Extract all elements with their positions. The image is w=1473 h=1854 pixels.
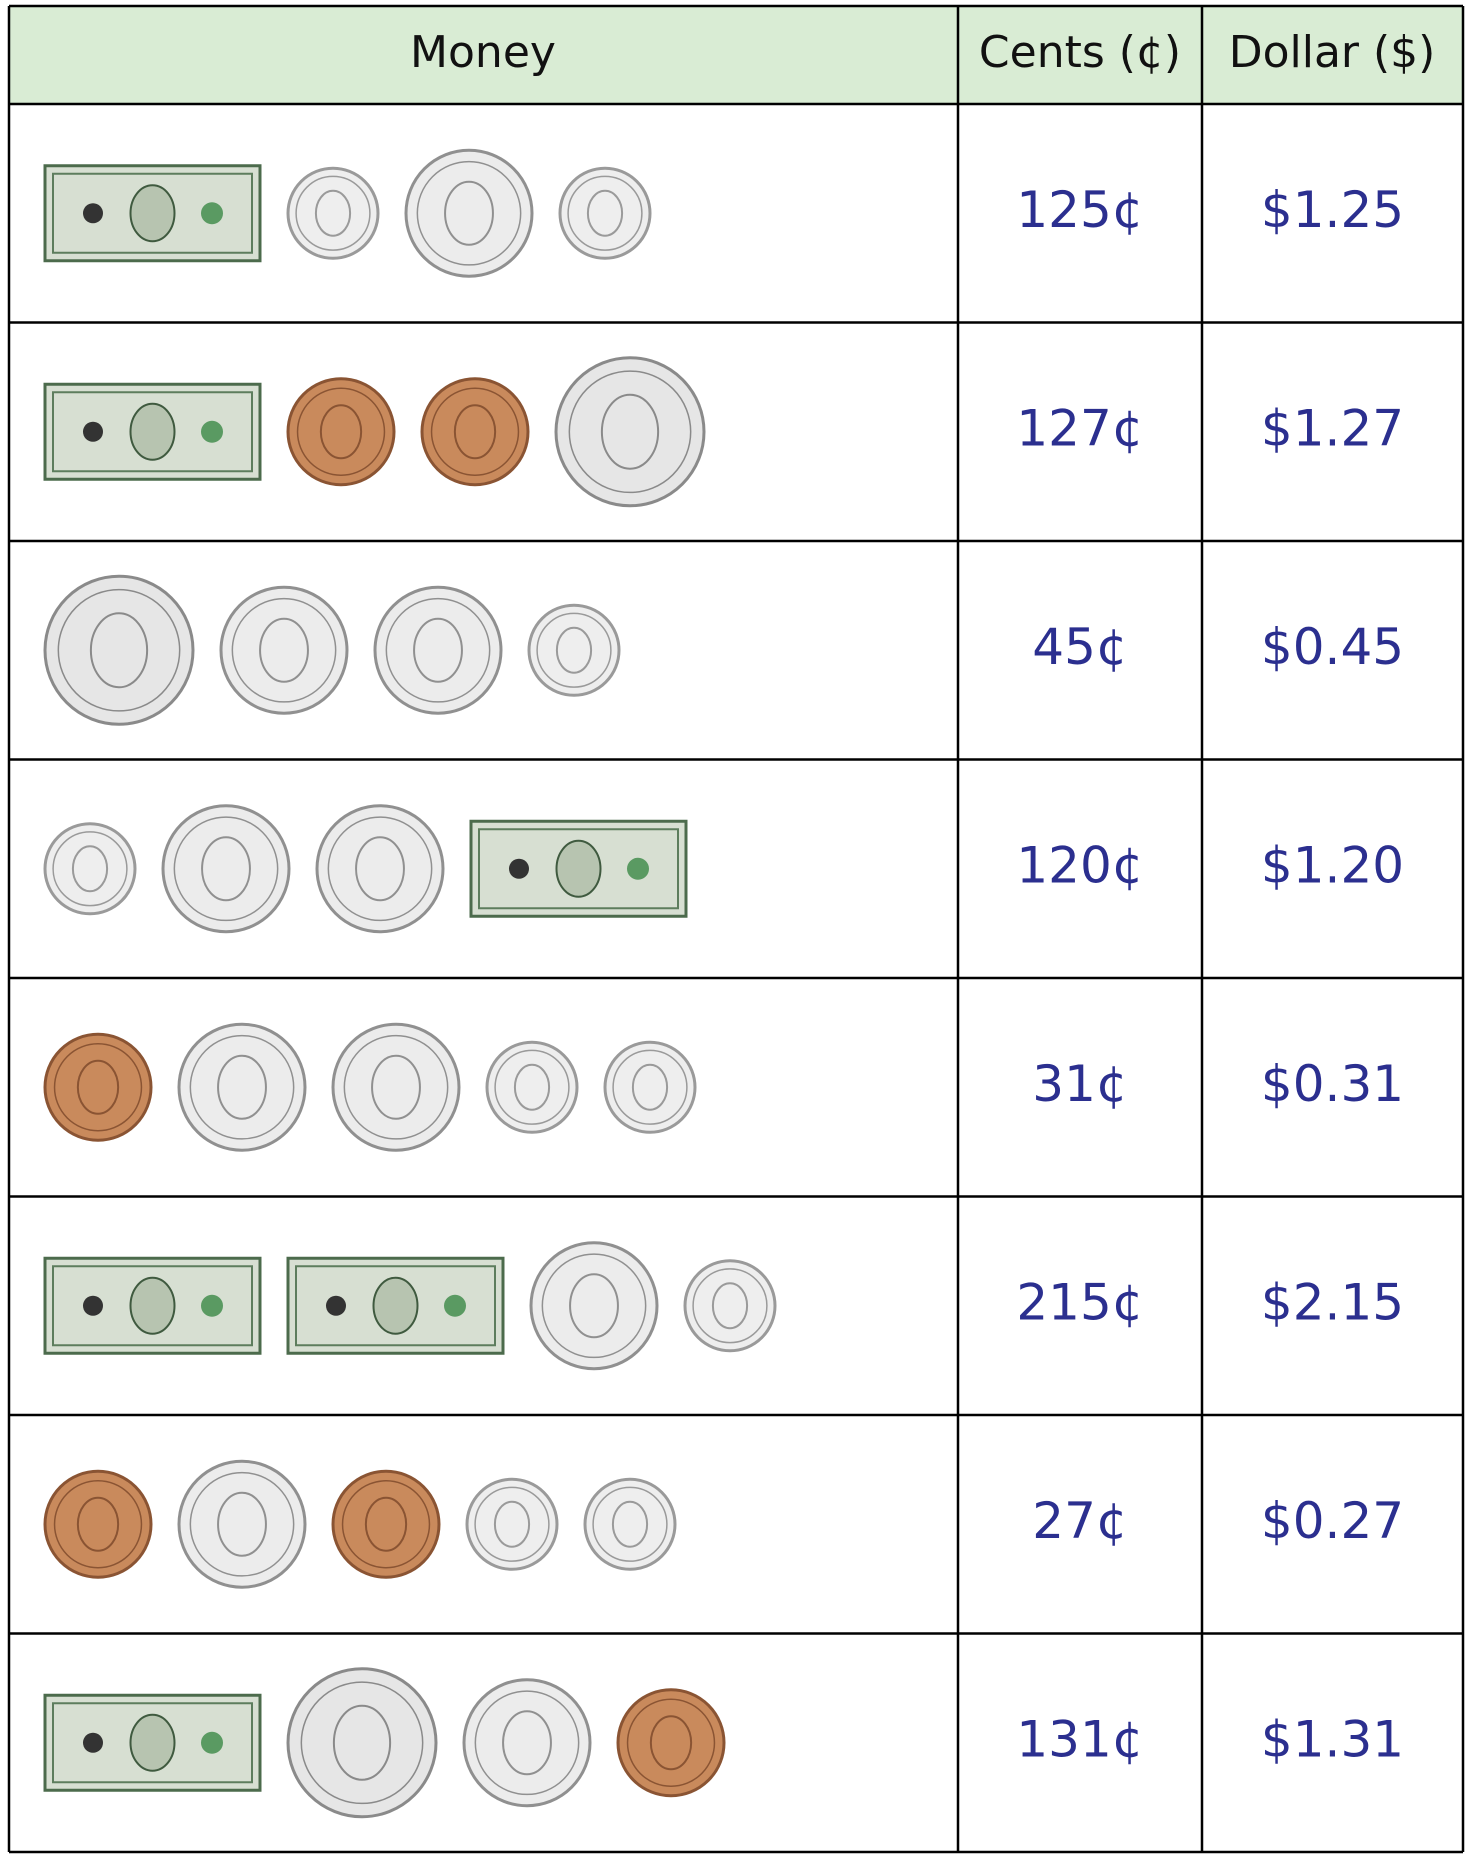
cents-value: 215¢ xyxy=(1016,1273,1143,1331)
cents-value: 27¢ xyxy=(1032,1492,1127,1550)
coin xyxy=(163,806,289,932)
coin xyxy=(45,1034,151,1140)
money-table: Money Cents (¢) Dollar ($) 125¢ $1.25 127¢… xyxy=(0,0,1473,1854)
cents-value: 125¢ xyxy=(1016,181,1143,239)
coin xyxy=(375,587,501,713)
bill-seal xyxy=(326,1296,346,1316)
coin xyxy=(45,1471,151,1577)
bill-portrait xyxy=(374,1278,418,1334)
coin xyxy=(529,605,619,695)
bill-portrait xyxy=(131,404,175,460)
coin xyxy=(487,1042,577,1132)
dollar-value: $1.20 xyxy=(1261,836,1404,894)
bill-seal xyxy=(83,1733,103,1753)
bill-seal xyxy=(83,422,103,442)
bill-seal xyxy=(201,1295,223,1317)
bill-seal xyxy=(509,859,529,879)
dollar-value: $0.31 xyxy=(1261,1055,1404,1113)
bill-seal xyxy=(201,421,223,443)
coin xyxy=(288,1669,436,1817)
coin xyxy=(605,1042,695,1132)
cents-value: 31¢ xyxy=(1032,1055,1127,1113)
coin xyxy=(179,1024,305,1150)
bill-portrait xyxy=(557,841,601,897)
bill-portrait xyxy=(131,1715,175,1771)
bill-portrait xyxy=(131,185,175,241)
bill-seal xyxy=(201,1732,223,1754)
coin xyxy=(288,168,378,258)
coin xyxy=(467,1479,557,1569)
coin xyxy=(422,379,528,485)
cents-value: 45¢ xyxy=(1032,618,1127,676)
coin xyxy=(317,806,443,932)
bill-seal xyxy=(627,858,649,880)
coin xyxy=(585,1479,675,1569)
coin xyxy=(333,1471,439,1577)
coin xyxy=(179,1461,305,1587)
coin xyxy=(288,379,394,485)
coin xyxy=(560,168,650,258)
dollar-value: $0.45 xyxy=(1261,618,1404,676)
header-money: Money xyxy=(410,27,556,78)
coin xyxy=(221,587,347,713)
header-dollar: Dollar ($) xyxy=(1229,27,1436,78)
coin xyxy=(685,1261,775,1351)
coin xyxy=(556,358,704,506)
coin xyxy=(531,1243,657,1369)
coin xyxy=(406,150,532,276)
coin xyxy=(464,1680,590,1806)
dollar-value: $2.15 xyxy=(1261,1273,1404,1331)
coin xyxy=(45,576,193,724)
dollar-value: $0.27 xyxy=(1261,1492,1404,1550)
cents-value: 127¢ xyxy=(1016,399,1143,457)
bill-seal xyxy=(83,203,103,223)
coin xyxy=(333,1024,459,1150)
dollar-value: $1.31 xyxy=(1261,1710,1404,1768)
coin xyxy=(618,1690,724,1796)
bill-seal xyxy=(83,1296,103,1316)
header-cents: Cents (¢) xyxy=(979,27,1181,78)
cents-value: 131¢ xyxy=(1016,1710,1143,1768)
bill-portrait xyxy=(131,1278,175,1334)
coin xyxy=(45,824,135,914)
dollar-value: $1.25 xyxy=(1261,181,1404,239)
cents-value: 120¢ xyxy=(1016,836,1143,894)
bill-seal xyxy=(201,202,223,224)
bill-seal xyxy=(444,1295,466,1317)
dollar-value: $1.27 xyxy=(1261,399,1404,457)
